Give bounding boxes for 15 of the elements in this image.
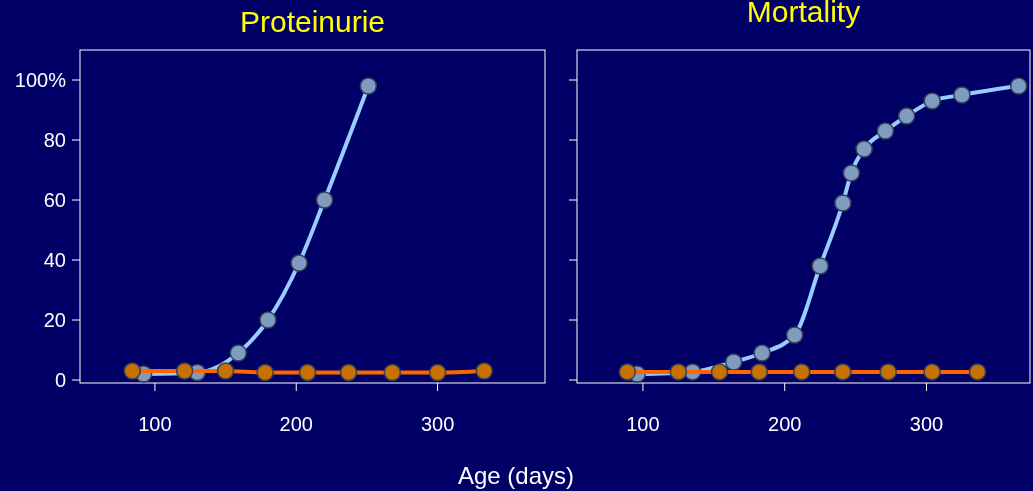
x-tick-label: 100 [626,413,660,435]
y-tick-label: 0 [54,369,66,391]
x-tick-label: 300 [909,413,944,435]
y-tick-label: 80 [43,129,66,151]
y-tick-label: 20 [43,309,66,331]
x-tick-label: 200 [279,413,313,435]
x-tick-label: 200 [768,413,802,435]
x-tick-label: 100 [138,413,172,435]
y-tick-label: 40 [43,249,66,271]
chart-title: Proteinurie [239,5,386,38]
y-tick-label: 100% [14,69,67,91]
y-tick-label: 60 [43,189,66,211]
chart-title: Mortality [746,0,861,28]
x-axis-title: Age (days) [457,462,575,489]
x-tick-label: 300 [420,413,455,435]
